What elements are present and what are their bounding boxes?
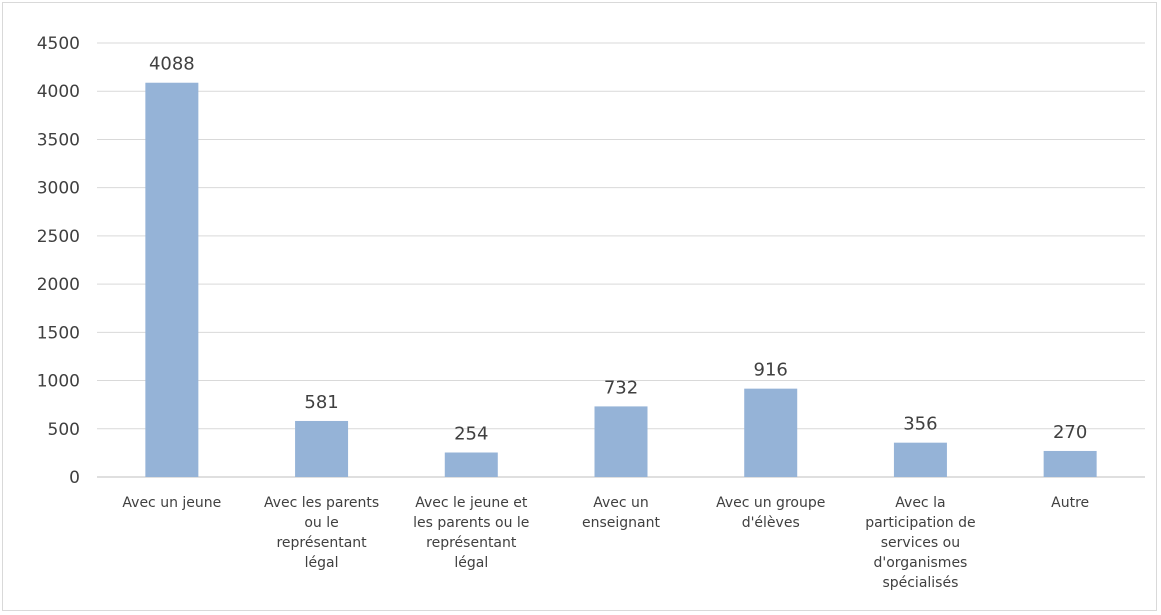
bars (145, 82, 1097, 477)
y-tick-label: 4500 (37, 34, 80, 54)
data-label: 732 (604, 377, 638, 398)
bar (444, 452, 498, 477)
gridlines (97, 42, 1145, 478)
bar (1043, 450, 1097, 477)
category-label-line: d'organismes (873, 555, 967, 571)
category-label-line: Avec les parents (264, 495, 379, 511)
category-label-line: services ou (881, 535, 960, 551)
category-label-line: Avec le jeune et (415, 495, 528, 511)
category-label-line: Avec un jeune (122, 495, 221, 511)
category-label-line: ou le (304, 515, 338, 531)
bar (744, 388, 798, 477)
y-tick-label: 1500 (37, 323, 80, 343)
category-label: Avec le jeune et les parents ou le représe… (413, 495, 529, 571)
data-label: 916 (754, 360, 788, 381)
y-tick-label: 0 (69, 468, 80, 488)
category-label-line: spécialisés (882, 575, 958, 591)
category-label-line: légal (305, 555, 339, 571)
y-tick-label: 500 (48, 420, 80, 440)
category-label-line: Avec un groupe (716, 495, 825, 511)
category-label: Avec la participation de services ou d'orga… (865, 495, 975, 591)
y-tick-label: 4000 (37, 82, 80, 102)
category-label-line: enseignant (582, 515, 660, 531)
data-label: 581 (304, 392, 338, 413)
bar (893, 442, 947, 477)
data-label: 254 (454, 424, 488, 445)
bar (145, 82, 199, 477)
category-label-line: d'élèves (742, 515, 800, 531)
category-label: Avec un enseignant (582, 495, 660, 531)
category-label-line: Avec la (895, 495, 945, 511)
y-axis-ticks: 0 500 1000 1500 2000 2500 3000 3500 4000 4500 (37, 34, 80, 488)
category-label-line: représentant (276, 535, 367, 551)
category-label-line: Autre (1051, 495, 1089, 511)
bar (594, 406, 648, 477)
data-labels: 4088 581 254 732 916 356 270 (149, 54, 1087, 445)
category-label: Autre (1051, 495, 1089, 511)
y-tick-label: 3000 (37, 179, 80, 199)
x-axis-labels: Avec un jeune Avec les parents ou le représ… (122, 495, 1089, 591)
category-label-line: participation de (865, 515, 975, 531)
category-label-line: les parents ou le (413, 515, 529, 531)
category-label-line: légal (454, 555, 488, 571)
category-label-line: Avec un (593, 495, 649, 511)
y-tick-label: 2500 (37, 227, 80, 247)
data-label: 270 (1053, 422, 1087, 443)
data-label: 356 (903, 414, 937, 435)
category-label-line: représentant (426, 535, 517, 551)
bar (295, 420, 349, 477)
y-tick-label: 2000 (37, 275, 80, 295)
category-label: Avec les parents ou le représentant légal (264, 495, 379, 571)
data-label: 4088 (149, 54, 195, 75)
category-label: Avec un jeune (122, 495, 221, 511)
y-tick-label: 1000 (37, 372, 80, 392)
category-label: Avec un groupe d'élèves (716, 495, 825, 531)
y-tick-label: 3500 (37, 130, 80, 150)
